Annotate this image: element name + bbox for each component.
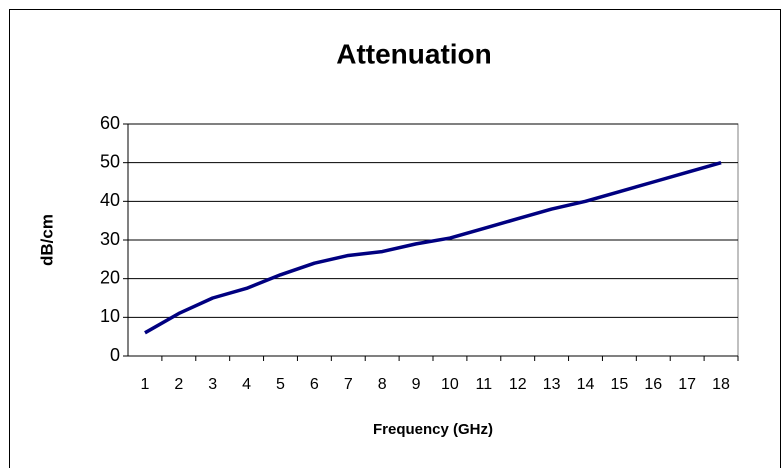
- x-tick-label: 14: [577, 376, 595, 393]
- y-tick-label: 50: [100, 151, 120, 171]
- x-tick-label: 10: [441, 376, 459, 393]
- x-tick-label: 1: [140, 376, 149, 393]
- x-tick-label: 5: [276, 376, 285, 393]
- y-tick-label: 0: [110, 345, 120, 365]
- x-axis-label: Frequency (GHz): [373, 421, 493, 438]
- y-axis-label: dB/cm: [37, 214, 56, 266]
- x-tick-label: 15: [610, 376, 628, 393]
- x-tick-label: 12: [509, 376, 527, 393]
- x-tick-label: 6: [310, 376, 319, 393]
- chart-title: Attenuation: [336, 38, 492, 69]
- x-tick-label: 7: [344, 376, 353, 393]
- data-line: [144, 160, 722, 335]
- x-tick-label: 17: [678, 376, 696, 393]
- x-tick-label: 18: [712, 376, 730, 393]
- y-tick-label: 40: [100, 190, 120, 210]
- x-tick-label: 13: [543, 376, 561, 393]
- y-tick-label: 30: [100, 229, 120, 249]
- x-tick-label: 3: [208, 376, 217, 393]
- x-tick-label: 2: [174, 376, 183, 393]
- y-tick-label: 20: [100, 267, 120, 287]
- y-tick-label: 60: [100, 113, 120, 133]
- x-tick-label: 11: [476, 376, 493, 393]
- x-tick-label: 16: [644, 376, 662, 393]
- x-tick-label: 9: [412, 376, 421, 393]
- y-tick-label: 10: [100, 306, 120, 326]
- x-tick-label: 8: [378, 376, 387, 393]
- x-tick-label: 4: [242, 376, 251, 393]
